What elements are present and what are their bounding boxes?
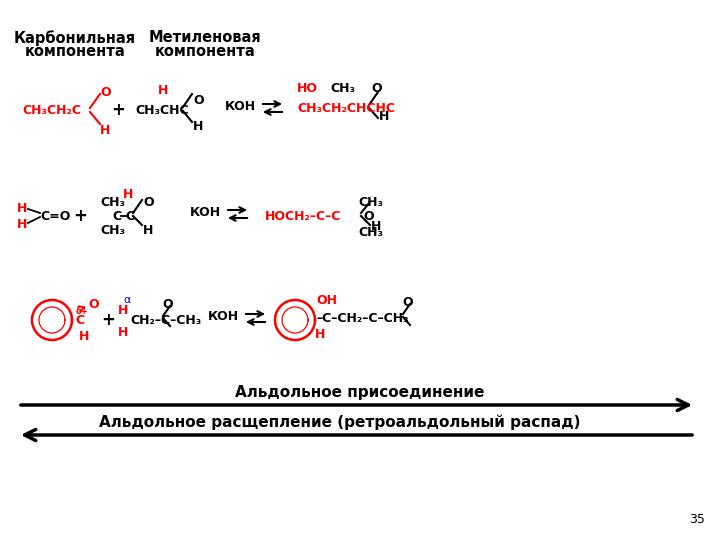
Text: H: H [17,201,27,214]
Text: H: H [371,219,382,233]
Text: C: C [125,210,135,222]
Text: –С–СН₂–С–СН₃: –С–СН₂–С–СН₃ [316,312,409,325]
Text: +: + [111,101,125,119]
Text: CH₃CH₂C: CH₃CH₂C [22,104,81,117]
Text: Альдольное присоединение: Альдольное присоединение [235,384,485,400]
Text: O: O [363,210,374,222]
Text: H: H [379,110,390,123]
Text: O: O [100,85,111,98]
Text: +: + [73,207,87,225]
Text: O: O [193,93,204,106]
Text: КОН: КОН [189,206,220,219]
Text: НО: НО [297,82,318,94]
Text: CH₃CH₂CHCHC: CH₃CH₂CHCHC [297,102,395,114]
Text: CH₃: CH₃ [358,226,383,239]
Text: H: H [100,124,110,137]
Text: O: O [143,195,153,208]
Text: C: C [112,210,122,222]
Text: CH₃: CH₃ [100,195,125,208]
Text: +: + [101,311,115,329]
Text: O: O [402,295,413,308]
Text: Альдольное расщепление (ретроальдольный распад): Альдольное расщепление (ретроальдольный … [99,414,581,430]
Text: КОН: КОН [207,309,238,322]
Text: Карбонильная: Карбонильная [14,30,136,46]
Text: H: H [118,303,128,316]
Text: H: H [158,84,168,97]
Text: 35: 35 [689,513,705,526]
Text: C: C [75,314,84,327]
Text: CH₃CHC: CH₃CHC [135,104,189,117]
Text: H: H [143,224,153,237]
Text: компонента: компонента [24,44,125,59]
Text: O: O [88,298,99,310]
Text: H: H [17,218,27,231]
Text: H: H [78,329,89,342]
Text: α: α [123,295,130,305]
Text: H: H [193,119,203,132]
Text: O: O [163,298,174,310]
Text: CH₃: CH₃ [330,82,355,94]
Text: H: H [118,326,128,339]
Text: Метиленовая: Метиленовая [148,30,261,45]
Text: C=O: C=O [40,210,71,222]
Text: H: H [315,327,325,341]
Text: O: O [371,82,382,94]
Text: CH₂–C–CH₃: CH₂–C–CH₃ [130,314,202,327]
Text: КОН: КОН [225,99,256,112]
Text: H: H [123,187,133,200]
Text: δ+: δ+ [76,307,89,316]
Text: CH₃: CH₃ [100,224,125,237]
Text: компонента: компонента [155,44,256,59]
Text: ОН: ОН [316,294,337,307]
Text: CH₃: CH₃ [358,195,383,208]
Text: НОСН₂–С–С: НОСН₂–С–С [265,210,341,222]
